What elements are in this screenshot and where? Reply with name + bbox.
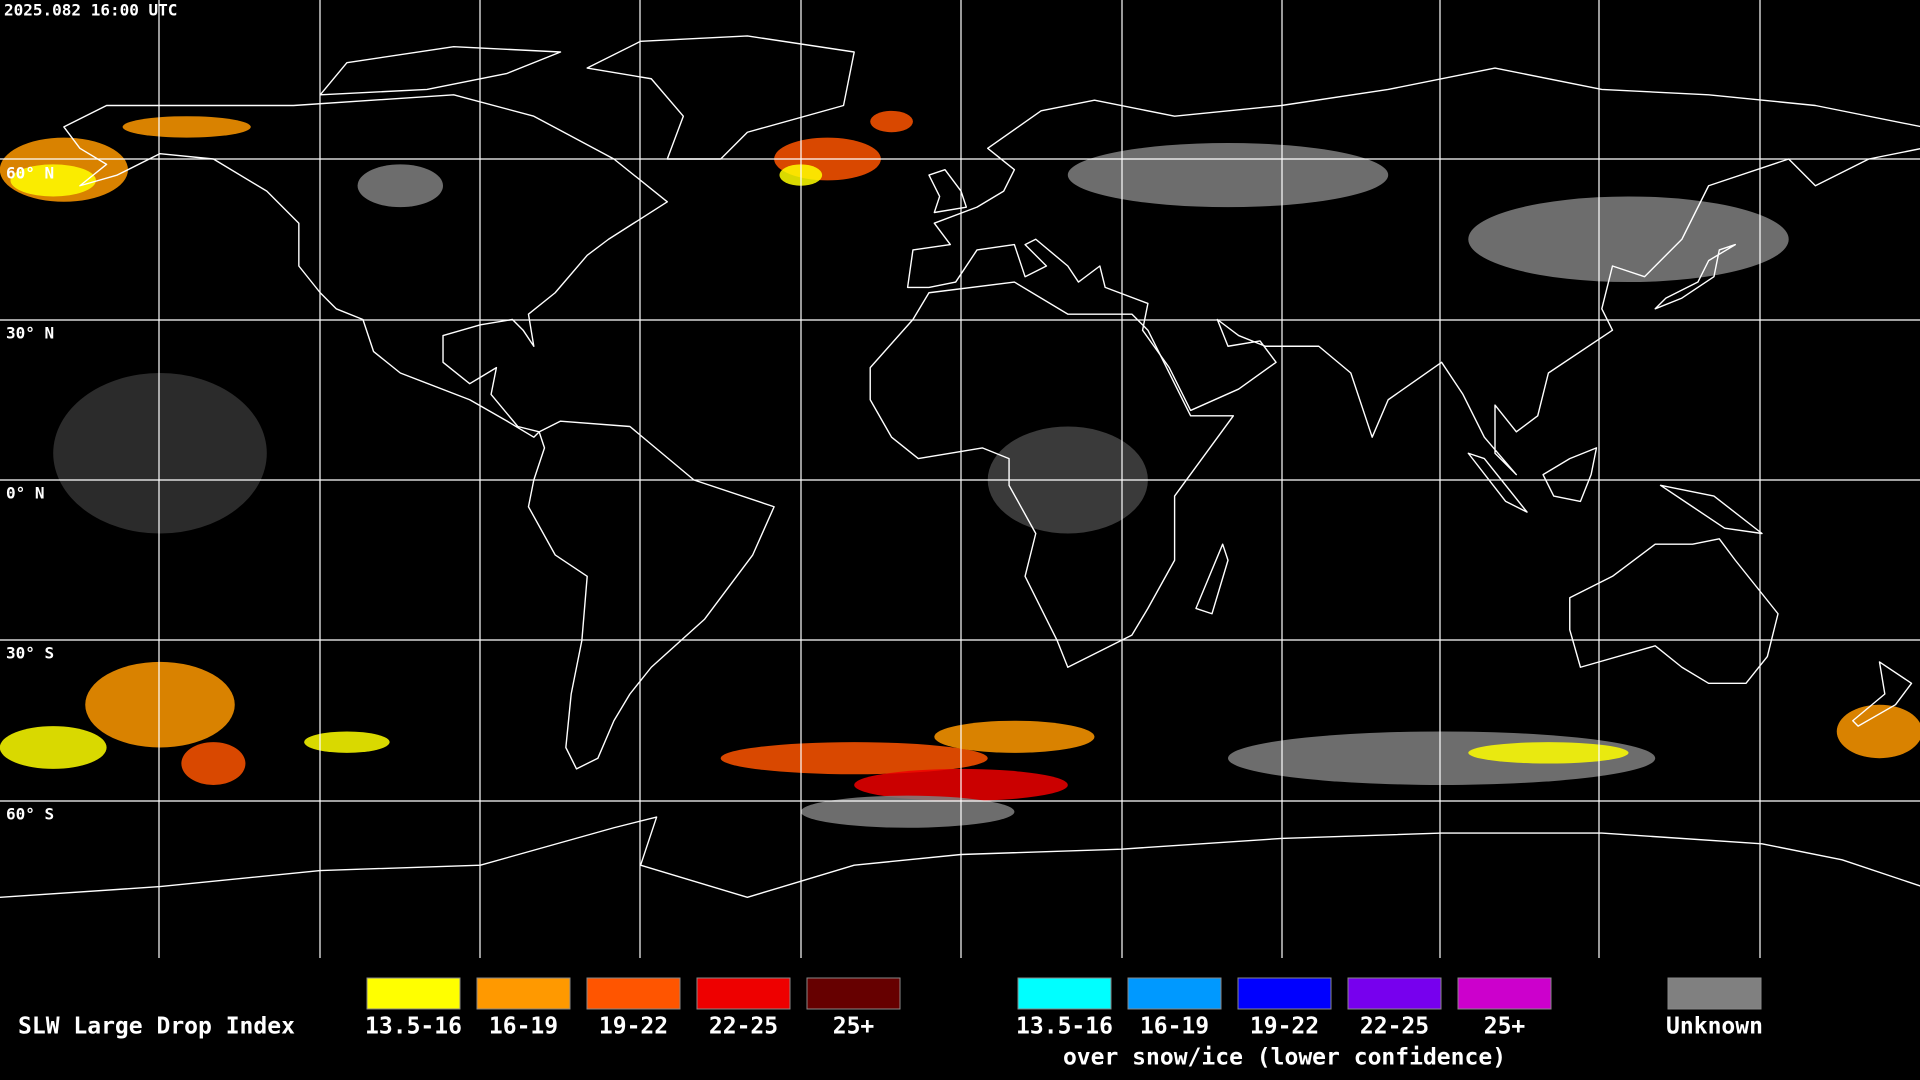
- legend-label: 19-22: [1250, 1014, 1319, 1040]
- cloud-patch: [1468, 196, 1789, 283]
- arctic-islands: [320, 47, 560, 95]
- north-america: [64, 95, 667, 437]
- australia: [1570, 539, 1778, 683]
- sumatra: [1468, 453, 1527, 512]
- legend: 13.5-16 16-19 19-22 22-25 25+ 13.5-16 16-19 19-…: [365, 977, 1763, 1071]
- eurasia: [908, 68, 1920, 475]
- latitude-label: 30° N: [6, 324, 54, 343]
- great-britain: [929, 170, 966, 213]
- legend-label: 22-25: [1360, 1014, 1429, 1040]
- cloud-patch: [357, 164, 444, 208]
- cloud-patch: [1468, 742, 1629, 764]
- legend-swatch: [696, 977, 791, 1010]
- coastlines: [0, 36, 1920, 897]
- legend-swatch: [476, 977, 571, 1010]
- new-guinea: [1661, 485, 1762, 533]
- legend-label: 16-19: [1140, 1014, 1209, 1040]
- south-america: [528, 421, 774, 769]
- cloud-patch: [1836, 704, 1920, 759]
- latitude-label: 60° N: [6, 164, 54, 183]
- legend-swatch: [1237, 977, 1332, 1010]
- antarctica: [0, 817, 1920, 897]
- legend-swatch: [1017, 977, 1112, 1010]
- cloud-patch: [304, 731, 390, 753]
- legend-swatch: [1127, 977, 1222, 1010]
- legend-title: SLW Large Drop Index: [18, 1014, 295, 1040]
- cloud-patch: [1067, 142, 1389, 208]
- latitude-label: 30° S: [6, 644, 54, 663]
- cloud-patch: [122, 116, 251, 138]
- japan: [1655, 245, 1735, 309]
- legend-swatch: [1667, 977, 1762, 1010]
- cloud-patch: [720, 742, 988, 775]
- latitude-label: 0° N: [6, 484, 45, 503]
- cloud-patch: [0, 726, 107, 769]
- legend-caption: over snow/ice (lower confidence): [1063, 1045, 1506, 1071]
- legend-label: 25+: [1484, 1014, 1526, 1040]
- legend-label: 22-25: [709, 1014, 778, 1040]
- greenland: [587, 36, 854, 159]
- new-zealand: [1853, 662, 1912, 726]
- graticule: [0, 0, 1920, 958]
- cloud-patch: [10, 164, 96, 197]
- borneo: [1543, 448, 1596, 502]
- madagascar: [1196, 544, 1228, 614]
- africa: [870, 282, 1233, 667]
- cloud-patch: [934, 720, 1095, 753]
- legend-label: 19-22: [599, 1014, 668, 1040]
- legend-label: Unknown: [1666, 1014, 1763, 1040]
- cloud-patch: [870, 110, 913, 133]
- legend-label: 13.5-16: [365, 1014, 462, 1040]
- legend-swatch: [806, 977, 901, 1010]
- cloud-patch: [181, 742, 246, 785]
- legend-swatch: [586, 977, 681, 1010]
- cloud-patch: [85, 661, 235, 748]
- legend-swatch: [366, 977, 461, 1010]
- latitude-label: 60° S: [6, 805, 54, 824]
- legend-label: 16-19: [489, 1014, 558, 1040]
- cloud-patch: [53, 373, 267, 534]
- legend-label: 25+: [833, 1014, 875, 1040]
- legend-label: 13.5-16: [1016, 1014, 1113, 1040]
- legend-swatch: [1347, 977, 1442, 1010]
- timestamp: 2025.082 16:00 UTC: [4, 1, 177, 20]
- legend-swatch: [1457, 977, 1552, 1010]
